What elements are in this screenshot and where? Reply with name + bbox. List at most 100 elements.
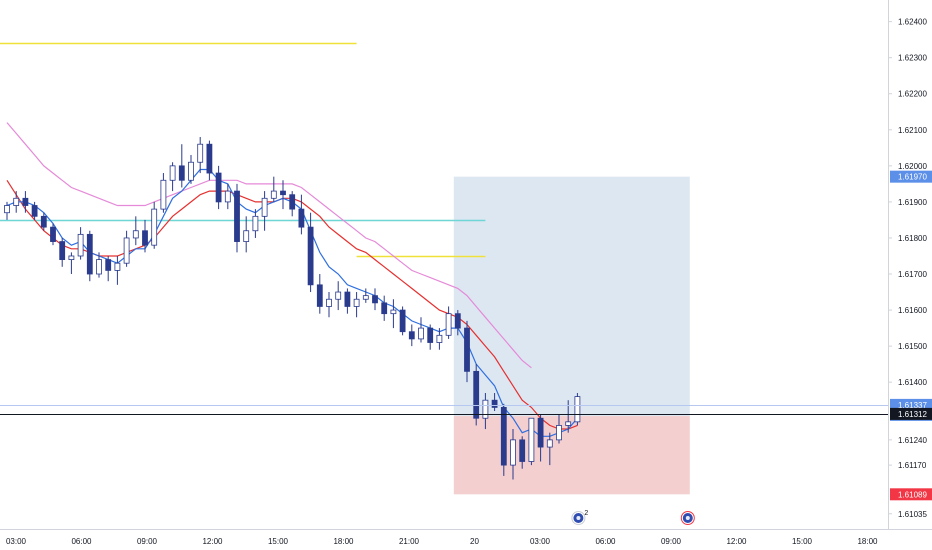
candle-body: [261, 197, 268, 217]
candle: [160, 173, 167, 213]
horizontal-lines[interactable]: [0, 42, 486, 258]
y-tick-label: 1.62300: [898, 54, 927, 63]
candle-body: [307, 226, 314, 286]
candle: [215, 165, 222, 210]
target-price-tag: 1.61970: [898, 173, 927, 182]
candle: [188, 155, 194, 184]
candle-body: [68, 255, 75, 260]
candle: [22, 191, 29, 213]
candle: [96, 252, 102, 278]
x-tick-label: 15:00: [268, 537, 289, 546]
candle: [142, 219, 148, 253]
candle-body: [289, 194, 296, 210]
candle-body: [372, 295, 378, 304]
y-tick-label: 1.61170: [898, 461, 927, 470]
x-tick-label: 15:00: [792, 537, 813, 546]
candle: [132, 216, 139, 246]
candle-body: [270, 190, 277, 199]
candle: [270, 176, 277, 202]
candle-body: [40, 215, 47, 228]
candle: [105, 255, 112, 282]
candles: [4, 137, 581, 480]
candle: [381, 295, 388, 321]
y-tick-label: 1.61900: [898, 198, 927, 207]
candle-body: [454, 313, 461, 329]
candle: [344, 288, 351, 314]
candle: [326, 292, 332, 318]
candle-body: [105, 259, 112, 271]
y-axis[interactable]: 1.62400 1.62300 1.62200 1.62100 1.62000 1.619…: [888, 18, 927, 519]
candle: [574, 392, 581, 426]
x-tick-label: 09:00: [137, 537, 158, 546]
candle-body: [519, 439, 526, 462]
x-tick-label: 12:00: [202, 537, 223, 546]
candle-body: [22, 197, 29, 206]
candle: [500, 403, 507, 476]
candle: [68, 252, 75, 275]
crosshair-price-tag-bg: [890, 407, 932, 420]
event-marker-icon[interactable]: [680, 511, 695, 525]
candle-body: [436, 334, 443, 343]
candle-body: [77, 233, 84, 257]
candle-body: [491, 399, 498, 408]
stop-price-tag: 1.61089: [898, 490, 927, 499]
x-tick-label: 18:00: [857, 537, 878, 546]
candle-body: [510, 439, 516, 466]
candle-body: [13, 197, 20, 206]
y-tick-label: 1.61500: [898, 342, 927, 351]
candle-body: [427, 327, 434, 343]
position-profit-zone[interactable]: [453, 176, 690, 417]
x-tick-label: 03:00: [6, 537, 27, 546]
candle-body: [390, 309, 397, 315]
candle-body: [326, 298, 332, 307]
x-tick-label: 03:00: [530, 537, 551, 546]
candle: [289, 191, 296, 217]
candle: [86, 230, 93, 282]
candle-body: [86, 233, 93, 275]
candle: [335, 281, 342, 311]
y-tick-label: 1.62200: [898, 90, 927, 99]
price-lines: [0, 405, 888, 415]
candle-body: [206, 143, 213, 174]
candle: [454, 310, 461, 336]
y-tick-label: 1.61600: [898, 306, 927, 315]
candle: [390, 299, 397, 329]
ema-slow-line: [6, 122, 532, 369]
candle: [280, 180, 286, 210]
candle: [59, 237, 66, 267]
candle-body: [528, 417, 535, 462]
candle-body: [31, 205, 38, 217]
candle-body: [399, 309, 406, 333]
x-axis[interactable]: 03:00 06:00 09:00 12:00 15:00 18:00 21:00 20 03:…: [6, 537, 878, 546]
candle: [151, 201, 158, 249]
stop-price-tag-bg: [890, 488, 932, 501]
candle-body: [464, 327, 470, 372]
long-position-tool[interactable]: [453, 176, 690, 495]
candle: [77, 227, 84, 260]
position-loss-zone[interactable]: [453, 416, 690, 495]
candle-body: [132, 230, 139, 239]
candle: [13, 191, 20, 213]
candle: [491, 392, 498, 412]
candle: [178, 144, 185, 188]
candle: [40, 212, 47, 231]
candle: [436, 328, 443, 350]
candle: [316, 274, 323, 314]
candle-body: [298, 208, 305, 228]
event-marker-icon[interactable]: 2: [571, 510, 589, 525]
candle: [528, 417, 535, 466]
candle-body: [335, 291, 342, 300]
candle-body: [537, 417, 544, 448]
candle: [510, 429, 516, 480]
candle-body: [546, 439, 553, 448]
candle: [261, 191, 268, 231]
candle-body: [142, 230, 148, 246]
candle-body: [114, 262, 121, 271]
target-price-tag-bg: [890, 170, 932, 183]
y-tick-label: 1.62000: [898, 162, 927, 171]
candle-body: [381, 302, 388, 315]
candle-body: [215, 172, 222, 203]
event-markers[interactable]: 2: [571, 510, 695, 525]
event-count-badge: 2: [584, 510, 588, 517]
